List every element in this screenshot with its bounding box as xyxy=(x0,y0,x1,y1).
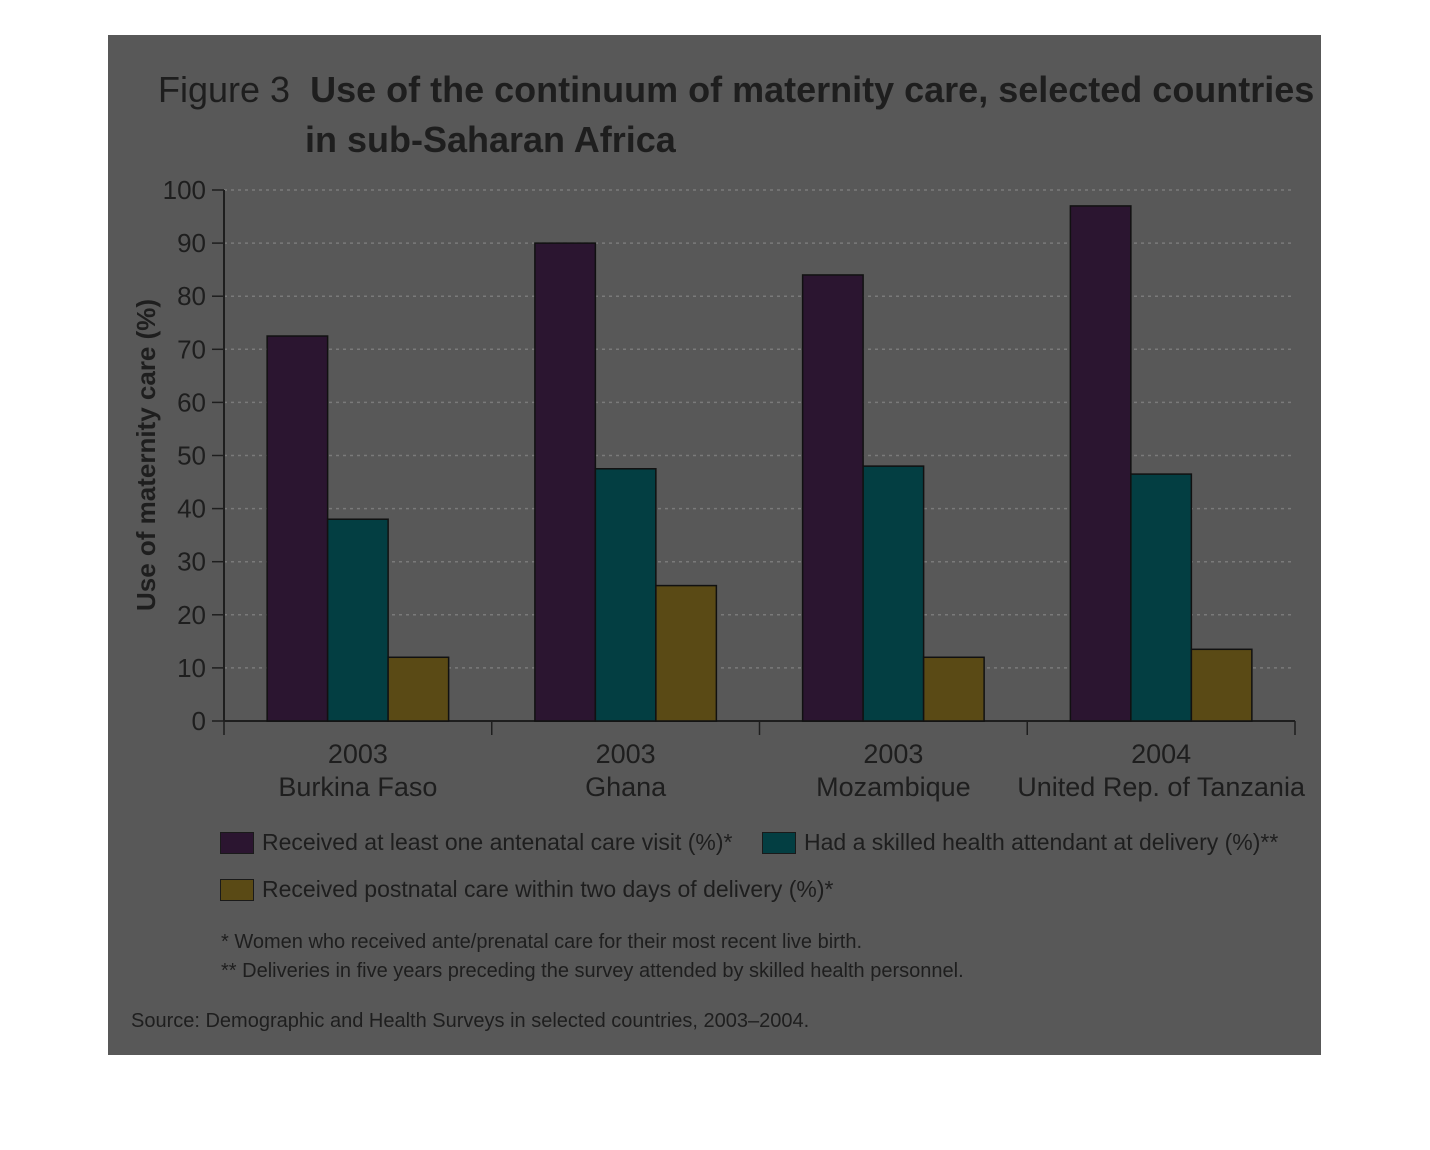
y-tick-label: 30 xyxy=(177,547,206,577)
bar xyxy=(266,335,329,722)
legend-label-antenatal: Received at least one antenatal care vis… xyxy=(262,829,733,855)
legend-swatch-skilled-attendant xyxy=(762,831,796,854)
y-tick-label: 60 xyxy=(177,387,206,417)
figure-title-line1: Figure 3 Use of the continuum of materni… xyxy=(158,72,1314,108)
source-note: Source: Demographic and Health Surveys i… xyxy=(131,1010,810,1032)
y-tick-label: 10 xyxy=(177,653,206,683)
bar xyxy=(922,656,985,722)
y-tick-label: 20 xyxy=(177,600,206,630)
bar xyxy=(862,465,925,722)
x-tick-label-country: United Rep. of Tanzania xyxy=(1017,772,1306,802)
y-tick-label: 100 xyxy=(163,175,206,205)
footnote-2: ** Deliveries in five years preceding th… xyxy=(221,960,964,982)
x-tick-label-year: 2003 xyxy=(328,739,388,769)
figure-title-line2: in sub-Saharan Africa xyxy=(305,119,676,160)
y-tick-label: 50 xyxy=(177,441,206,471)
bar xyxy=(387,656,450,722)
bar xyxy=(534,242,597,722)
bar xyxy=(326,518,389,722)
x-tick-label-year: 2003 xyxy=(863,739,923,769)
footnote-1: * Women who received ante/prenatal care … xyxy=(221,931,863,953)
title-text-1: Use of the continuum of maternity care, … xyxy=(310,69,1315,110)
bar xyxy=(1190,648,1253,722)
y-tick-label: 40 xyxy=(177,494,206,524)
legend-label-skilled-attendant: Had a skilled health attendant at delive… xyxy=(804,829,1279,855)
bar xyxy=(801,274,864,722)
x-tick-label-year: 2003 xyxy=(596,739,656,769)
y-tick-label: 0 xyxy=(192,706,206,736)
figure-label: Figure 3 xyxy=(158,69,291,110)
bar xyxy=(655,584,718,722)
legend-swatch-postnatal xyxy=(220,878,254,901)
legend-item-antenatal: Received at least one antenatal care vis… xyxy=(220,829,732,856)
x-tick-label-country: Burkina Faso xyxy=(278,772,437,802)
y-tick-label: 70 xyxy=(177,334,206,364)
legend-label-postnatal: Received postnatal care within two days … xyxy=(262,876,834,902)
legend-item-skilled-attendant: Had a skilled health attendant at delive… xyxy=(762,829,1278,856)
x-tick-label-year: 2004 xyxy=(1131,739,1191,769)
x-tick-label-country: Mozambique xyxy=(816,772,971,802)
legend-swatch-antenatal xyxy=(220,831,254,854)
bar xyxy=(594,468,657,722)
y-axis-title: Use of maternity care (%) xyxy=(131,299,161,611)
legend-item-postnatal: Received postnatal care within two days … xyxy=(220,876,833,903)
bar xyxy=(1130,473,1193,722)
bar xyxy=(1069,205,1132,722)
y-tick-label: 90 xyxy=(177,228,206,258)
x-tick-label-country: Ghana xyxy=(585,772,667,802)
y-tick-label: 80 xyxy=(177,281,206,311)
